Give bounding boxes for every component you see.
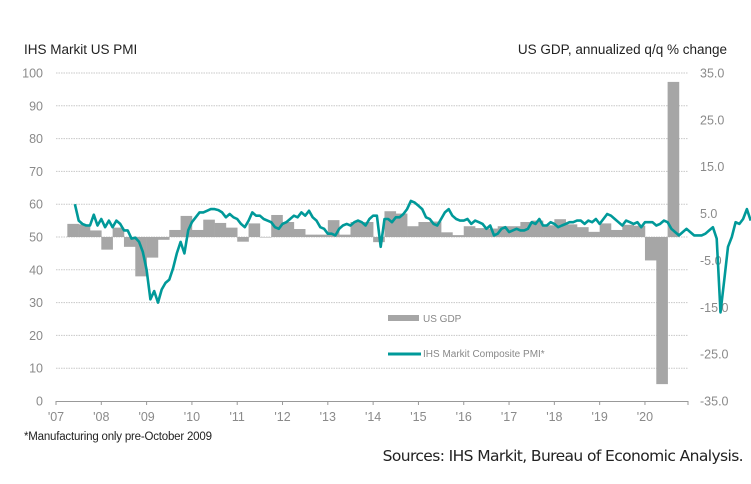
gdp-bar [622,224,634,237]
left-tick-label: 80 [29,132,43,146]
x-tick-label: '08 [93,410,109,424]
gdp-bar [633,225,646,237]
gdp-bar [565,224,578,237]
x-tick-label: '12 [274,410,290,424]
left-tick-label: 100 [22,67,43,81]
x-tick-label: '07 [48,410,64,424]
gdp-bar [180,215,193,237]
gdp-bar [89,230,102,237]
gdp-bar [191,229,204,237]
pmi-line-group [73,199,751,314]
gdp-bar [350,222,363,237]
gdp-bar [429,221,442,237]
gdp-bar [463,226,476,237]
x-tick-label: '16 [456,410,472,424]
legend-gdp-label: US GDP [423,314,462,325]
x-axis: '07 '08 '09 '10 '11 '12 '13 '14 '15 '16 '17 '18 '19 '… [48,401,689,424]
gdp-bar [146,237,159,258]
right-tick-label: 25.0 [700,113,724,127]
gdp-bar [418,222,431,237]
legend: US GDP IHS Markit Composite PMI* [388,314,545,360]
left-tick-label: 10 [29,362,43,376]
right-tick-label: -25.0 [700,348,729,362]
right-tick-label: 15.0 [700,160,724,174]
left-axis-ticks: 0 10 20 30 40 50 60 70 80 90 100 [22,67,43,409]
x-tick-label: '15 [410,410,426,424]
gdp-bar [169,229,181,237]
gdp-bar [123,237,136,247]
gdp-bar [610,229,623,237]
x-tick-label: '17 [501,410,517,424]
gdp-bar [101,237,113,250]
gdp-bar [67,223,79,237]
pmi-line [73,199,751,314]
gdp-bar [452,235,465,237]
right-tick-label: -15.0 [700,301,729,315]
gdp-bar [588,231,600,237]
gdp-bar [656,237,668,385]
right-tick-label: 35.0 [700,67,724,81]
left-tick-label: 50 [29,231,43,245]
gdp-bars [67,81,680,385]
x-tick-label: '20 [637,410,653,424]
sources-note: Sources: IHS Markit, Bureau of Economic … [382,447,744,465]
right-axis-title: US GDP, annualized q/q % change [518,42,727,57]
gdp-bar [112,227,125,237]
x-tick-label: '11 [230,410,245,424]
gdp-bar [225,227,238,237]
gdp-bar [237,237,249,242]
right-tick-label: -5.0 [700,254,722,268]
gdp-bar [327,220,340,237]
right-tick-label: -35.0 [700,395,729,409]
left-tick-label: 40 [29,263,43,277]
gdp-bar [271,214,283,237]
left-tick-label: 0 [36,395,43,409]
gdp-bar [214,222,227,237]
gdp-bar [78,224,91,237]
gdp-bar [203,219,215,237]
left-tick-label: 30 [29,296,43,310]
gdp-bar [293,229,306,237]
legend-gdp-swatch [388,315,419,321]
gdp-bar [497,226,510,237]
right-axis-ticks: -35.0 -25.0 -15.0 -5.0 5.0 15.0 25.0 35.0 [700,67,729,409]
gdp-bar [316,234,329,237]
x-tick-label: '19 [592,410,608,424]
x-tick-label: '09 [138,410,154,424]
right-tick-label: 5.0 [700,207,717,221]
gdp-bar [384,211,397,237]
gdp-bar [644,237,657,261]
x-tick-label: '13 [320,410,336,424]
x-tick-label: '10 [184,410,200,424]
gdp-bar [667,81,680,237]
gdp-bar [441,232,453,237]
gdp-bar [543,225,555,237]
x-tick-label: '14 [365,410,381,424]
gdp-bar [531,220,544,237]
footnote: *Manufacturing only pre-October 2009 [24,431,212,443]
gdp-bar [599,223,612,237]
gdp-bar [339,234,351,237]
left-tick-label: 20 [29,329,43,343]
gdp-bar [248,223,261,237]
legend-pmi-label: IHS Markit Composite PMI* [423,349,545,360]
gdp-bar [577,227,589,237]
left-tick-label: 60 [29,198,43,212]
gdp-bar [509,226,521,237]
left-tick-label: 90 [29,99,43,113]
x-tick-label: '18 [546,410,562,424]
gdp-bar [157,237,170,240]
gdp-bar [395,213,408,237]
gdp-bar [407,226,419,237]
gdp-bar [305,234,317,237]
gdp-bar [135,237,147,277]
gdp-bar [361,222,374,237]
gdp-bar [475,228,487,237]
left-tick-label: 70 [29,165,43,179]
left-axis-title: IHS Markit US PMI [24,42,137,57]
gdp-bar [282,222,295,237]
gdp-bar [554,219,566,237]
